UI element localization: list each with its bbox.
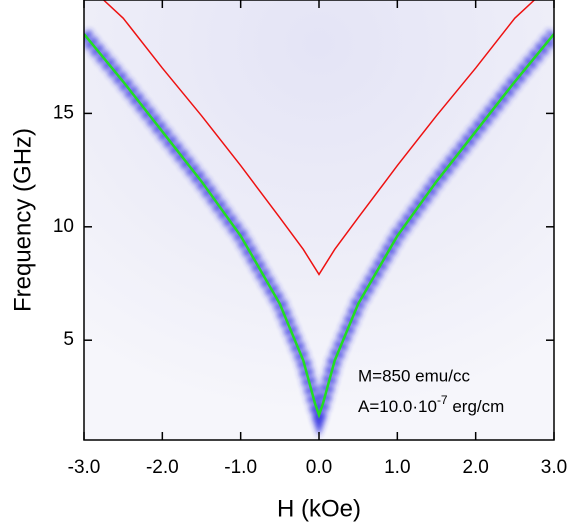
annotation: M=850 emu/cc [358,366,470,385]
x-tick-label: 0.0 [306,457,332,478]
x-tick-label: 3.0 [541,457,567,478]
y-tick-label: 15 [53,102,74,123]
y-axis-title: Frequency (GHz) [9,128,36,312]
x-tick-label: -1.0 [224,457,257,478]
curve [103,0,535,276]
x-axis-title: H (kOe) [277,495,361,522]
curve [84,33,554,419]
x-tick-label: -3.0 [68,457,101,478]
annotation-suffix: erg/cm [448,397,505,416]
x-tick-label: 1.0 [384,457,410,478]
axes: -3.0 -2.0 -1.0 0.0 1.0 2.0 3.0 5 10 15 [53,0,567,478]
annotation-superscript: -7 [437,393,448,407]
plot-background [84,0,554,440]
plot-area [84,0,554,437]
x-tick-label: 2.0 [462,457,488,478]
y-tick-label: 5 [63,329,74,350]
x-tick-label: -2.0 [146,457,179,478]
annotation-text: A=10.0·10 [358,397,437,416]
annotation: A=10.0·10-7 erg/cm [358,393,504,416]
y-tick-label: 10 [53,216,74,237]
